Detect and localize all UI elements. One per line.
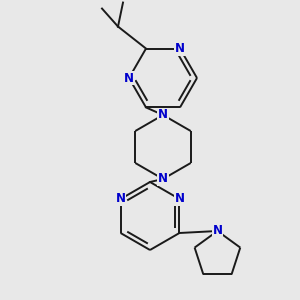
Text: N: N	[174, 193, 184, 206]
Text: N: N	[175, 42, 185, 55]
Text: N: N	[158, 172, 168, 185]
Text: N: N	[212, 224, 222, 238]
Text: N: N	[158, 109, 168, 122]
Text: N: N	[124, 71, 134, 85]
Text: N: N	[116, 193, 126, 206]
